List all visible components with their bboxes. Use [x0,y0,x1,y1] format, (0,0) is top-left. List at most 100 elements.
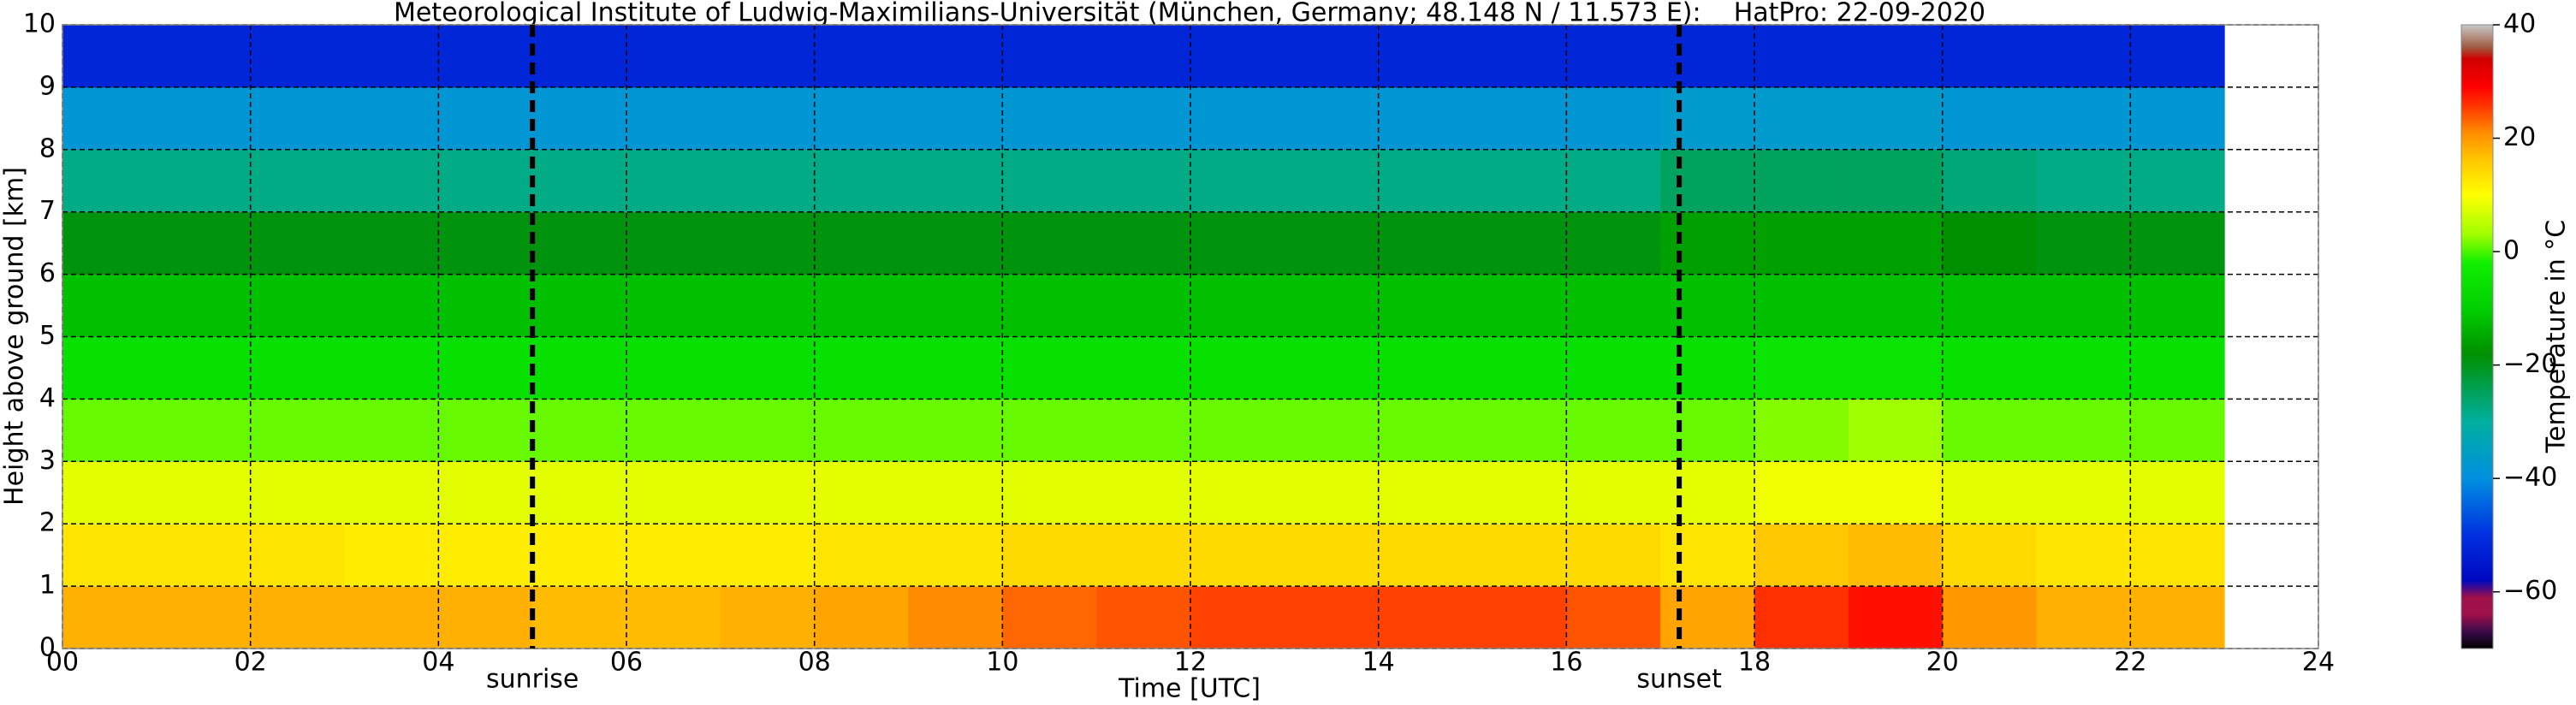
heatmap-cell [2036,149,2131,213]
y-tick-label: 4 [39,383,56,413]
heatmap-cell [1942,211,2037,275]
heatmap-cell [1472,25,1567,88]
heatmap-cell [2036,461,2131,524]
heatmap-cell [156,461,252,524]
heatmap-cell [2130,211,2225,275]
colorbar-tick-label: −40 [2503,463,2557,493]
heatmap-cell [814,399,909,462]
heatmap-cell [344,149,439,213]
heatmap-cell [814,524,909,587]
heatmap-cell [438,274,533,337]
heatmap-cell [532,25,627,88]
y-tick-label: 2 [39,508,56,538]
heatmap-cell [250,274,345,337]
heatmap-cell [626,211,721,275]
heatmap-cell [438,461,533,524]
heatmap-cell [908,149,1003,213]
heatmap-cell [1472,524,1567,587]
heatmap-cell [1472,586,1567,649]
heatmap-cell [2130,399,2225,462]
heatmap-cell [1566,399,1661,462]
heatmap-cell [438,25,533,88]
heatmap-cell [2130,524,2225,587]
heatmap-cell [1942,336,2037,400]
heatmap-cell [344,86,439,151]
heatmap-cell [156,149,252,213]
heatmap-cell [532,336,627,400]
heatmap-cell [626,274,721,337]
heatmap-cell [2130,86,2225,151]
heatmap-cell [720,336,816,400]
heatmap-cell [908,586,1003,649]
heatmap-cell [720,86,816,151]
heatmap-cell [626,25,721,88]
heatmap-cell [1848,86,1944,151]
heatmap-cell [62,149,157,213]
heatmap-cell [438,211,533,275]
heatmap-cell [344,211,439,275]
plot-frame [62,24,2319,649]
x-tick-label: 18 [1738,648,1771,678]
heatmap-cell [1942,524,2037,587]
heatmap-cell [1942,149,2037,213]
heatmap-cell [1096,149,1191,213]
heatmap-cell [1378,25,1473,88]
heatmap-cell [1096,399,1191,462]
heatmap-cell [1848,211,1944,275]
heatmap-cell [1190,461,1285,524]
heatmap-cell [626,524,721,587]
heatmap-cell [1660,86,1755,151]
heatmap-cell [1378,399,1473,462]
chart-title: Meteorological Institute of Ludwig-Maxim… [394,0,1985,28]
heatmap-cell [908,211,1003,275]
y-tick-label: 0 [39,633,56,663]
heatmap-cell [2036,336,2131,400]
x-tick-label: 12 [1174,648,1207,678]
heatmap-cell [156,399,252,462]
heatmap-cell [1566,25,1661,88]
heatmap-cell [2036,86,2131,151]
x-tick-label: 06 [610,648,643,678]
heatmap-cell [720,461,816,524]
heatmap-cell [814,211,909,275]
heatmap-cell [1378,524,1473,587]
y-axis-label: Height above ground [km] [0,167,30,506]
heatmap-cell [814,274,909,337]
heatmap-cell [1190,149,1285,213]
heatmap-cell [156,86,252,151]
x-tick-label: 10 [986,648,1018,678]
heatmap-cell [720,149,816,213]
heatmap-cell [156,336,252,400]
heatmap-cell [1754,336,1849,400]
heatmap-cell [156,274,252,337]
heatmap-cell [1848,336,1944,400]
heatmap-cell [1942,461,2037,524]
heatmap-cell [532,274,627,337]
heatmap-cell [438,336,533,400]
heatmap-cell [1754,524,1849,587]
heatmap-cell [250,586,345,649]
heatmap-cell [532,461,627,524]
heatmap-cell [1190,586,1285,649]
heatmap-cell [250,524,345,587]
y-tick-label: 1 [39,571,56,601]
heatmap-cell [250,461,345,524]
heatmap-cell [156,586,252,649]
heatmap-cell [908,25,1003,88]
heatmap-cell [814,25,909,88]
annotation-label: sunset [1636,665,1722,695]
heatmap-cell [1566,274,1661,337]
heatmap-cell [1566,86,1661,151]
heatmap-cell [1472,211,1567,275]
heatmap-cell [814,149,909,213]
heatmap-cell [814,461,909,524]
heatmap-cell [1660,524,1755,587]
heatmap-cell [626,461,721,524]
colorbar-tick-label: −60 [2503,576,2557,606]
heatmap-cell [1660,274,1755,337]
heatmap-cell [62,524,157,587]
heatmap-cell [1096,211,1191,275]
heatmap-cell [62,25,157,88]
heatmap-cell [1190,211,1285,275]
heatmap-cell [532,86,627,151]
